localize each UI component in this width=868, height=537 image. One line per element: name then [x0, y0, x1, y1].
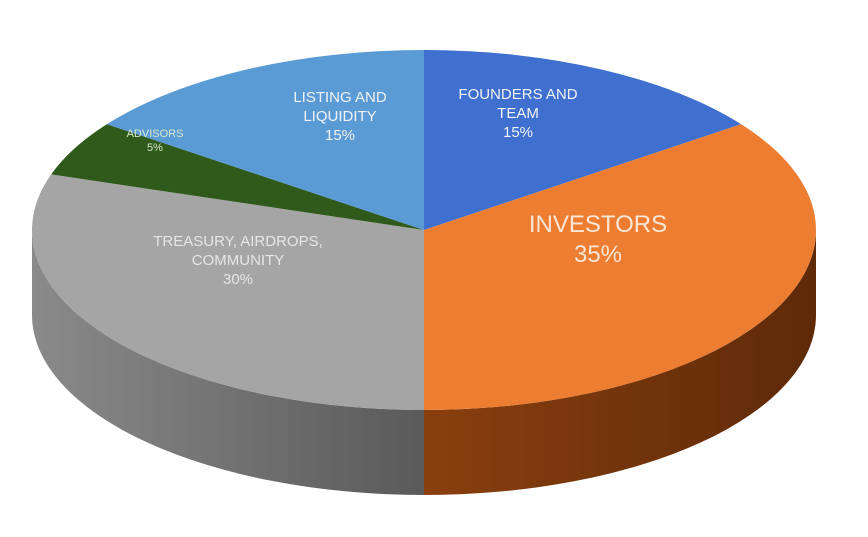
- pie-slice-listing-and-liquidity: [106, 50, 424, 230]
- pie-side-1: [424, 230, 816, 495]
- label-treasury-line1: TREASURY, AIRDROPS,: [153, 233, 323, 250]
- label-investors-value: 35%: [573, 241, 623, 268]
- label-founders-line1: FOUNDERS AND: [458, 86, 578, 103]
- label-treasury: TREASURY, AIRDROPS, COMMUNITY 30%: [153, 233, 323, 289]
- pie-side-2: [32, 230, 424, 495]
- label-founders-line2: TEAM: [497, 104, 539, 122]
- pie-slice-investors: [424, 124, 816, 410]
- label-investors: INVESTORS 35%: [529, 210, 667, 270]
- label-advisors: ADVISORS 5%: [127, 128, 184, 156]
- pie-slice-founders-and-team: [424, 50, 742, 230]
- label-treasury-value: 30%: [222, 270, 254, 288]
- label-listing-value: 15%: [324, 126, 356, 144]
- label-founders-value: 15%: [502, 123, 534, 141]
- label-treasury-line2: COMMUNITY: [191, 251, 285, 269]
- label-listing: LISTING AND LIQUIDITY 15%: [293, 89, 386, 145]
- label-investors-line1: INVESTORS: [528, 211, 668, 238]
- label-advisors-value: 5%: [147, 141, 163, 154]
- label-listing-line1: LISTING AND: [293, 89, 387, 106]
- label-founders: FOUNDERS AND TEAM 15%: [458, 86, 577, 142]
- label-listing-line2: LIQUIDITY: [303, 107, 377, 125]
- pie-slice-advisors: [51, 124, 424, 230]
- pie-slice-treasury-airdrops-community: [32, 174, 424, 410]
- label-advisors-line1: ADVISORS: [126, 128, 184, 140]
